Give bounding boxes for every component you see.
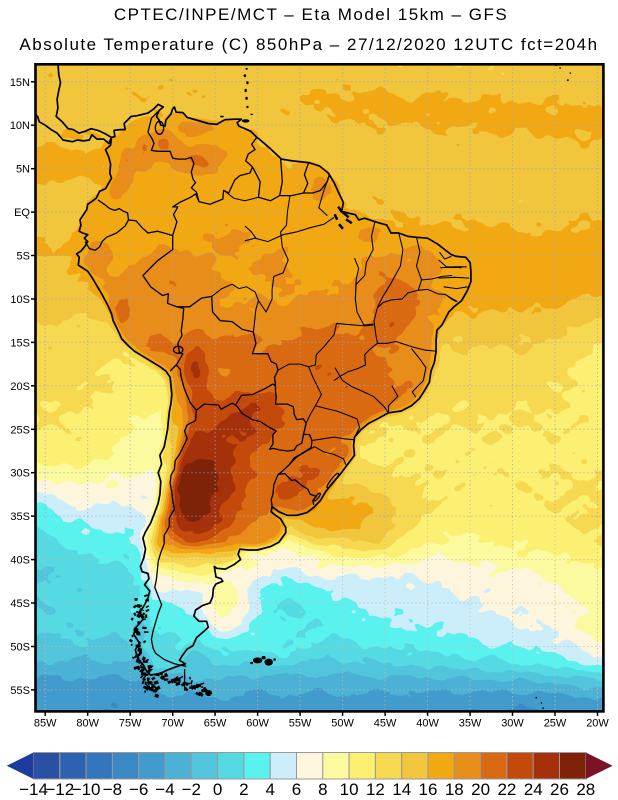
svg-text:EQ: EQ	[14, 207, 30, 219]
svg-text:10: 10	[340, 780, 359, 799]
svg-text:35W: 35W	[459, 717, 482, 729]
svg-text:5N: 5N	[16, 164, 30, 176]
svg-text:−4: −4	[155, 780, 174, 799]
svg-text:75W: 75W	[119, 717, 142, 729]
svg-text:50S: 50S	[10, 642, 30, 654]
svg-text:15N: 15N	[10, 77, 30, 89]
svg-text:4: 4	[265, 780, 274, 799]
svg-text:40S: 40S	[10, 555, 30, 567]
svg-text:85W: 85W	[34, 717, 57, 729]
svg-text:10S: 10S	[10, 294, 30, 306]
svg-text:50W: 50W	[331, 717, 354, 729]
svg-text:20S: 20S	[10, 381, 30, 393]
svg-text:6: 6	[292, 780, 301, 799]
svg-text:5S: 5S	[17, 251, 30, 263]
svg-text:24: 24	[524, 780, 543, 799]
svg-text:40W: 40W	[416, 717, 439, 729]
svg-text:8: 8	[318, 780, 327, 799]
svg-text:20W: 20W	[586, 717, 609, 729]
svg-text:15S: 15S	[10, 337, 30, 349]
svg-text:2: 2	[239, 780, 248, 799]
svg-text:55W: 55W	[289, 717, 312, 729]
svg-text:−14: −14	[19, 780, 48, 799]
svg-text:25W: 25W	[544, 717, 567, 729]
svg-text:20: 20	[471, 780, 490, 799]
svg-text:45W: 45W	[374, 717, 397, 729]
svg-text:55S: 55S	[10, 685, 30, 697]
svg-text:22: 22	[497, 780, 516, 799]
svg-text:12: 12	[366, 780, 385, 799]
svg-text:−8: −8	[103, 780, 122, 799]
svg-text:35S: 35S	[10, 511, 30, 523]
svg-text:−2: −2	[182, 780, 201, 799]
svg-text:CPTEC/INPE/MCT – Eta Model 15: CPTEC/INPE/MCT – Eta Model 15km – GFS	[114, 5, 508, 24]
svg-text:0: 0	[213, 780, 222, 799]
svg-text:25S: 25S	[10, 424, 30, 436]
svg-text:14: 14	[392, 780, 411, 799]
svg-text:30S: 30S	[10, 468, 30, 480]
svg-text:60W: 60W	[246, 717, 269, 729]
svg-text:10N: 10N	[10, 120, 30, 132]
svg-text:65W: 65W	[204, 717, 227, 729]
svg-text:Absolute Temperature (C) 850hP: Absolute Temperature (C) 850hPa – 27/12/…	[19, 35, 598, 54]
svg-text:45S: 45S	[10, 598, 30, 610]
svg-text:−10: −10	[72, 780, 101, 799]
svg-text:16: 16	[419, 780, 438, 799]
svg-text:28: 28	[576, 780, 595, 799]
svg-text:−6: −6	[129, 780, 148, 799]
svg-text:70W: 70W	[161, 717, 184, 729]
svg-text:26: 26	[550, 780, 569, 799]
svg-text:18: 18	[445, 780, 464, 799]
svg-text:80W: 80W	[76, 717, 99, 729]
svg-text:−12: −12	[45, 780, 74, 799]
svg-text:30W: 30W	[501, 717, 524, 729]
